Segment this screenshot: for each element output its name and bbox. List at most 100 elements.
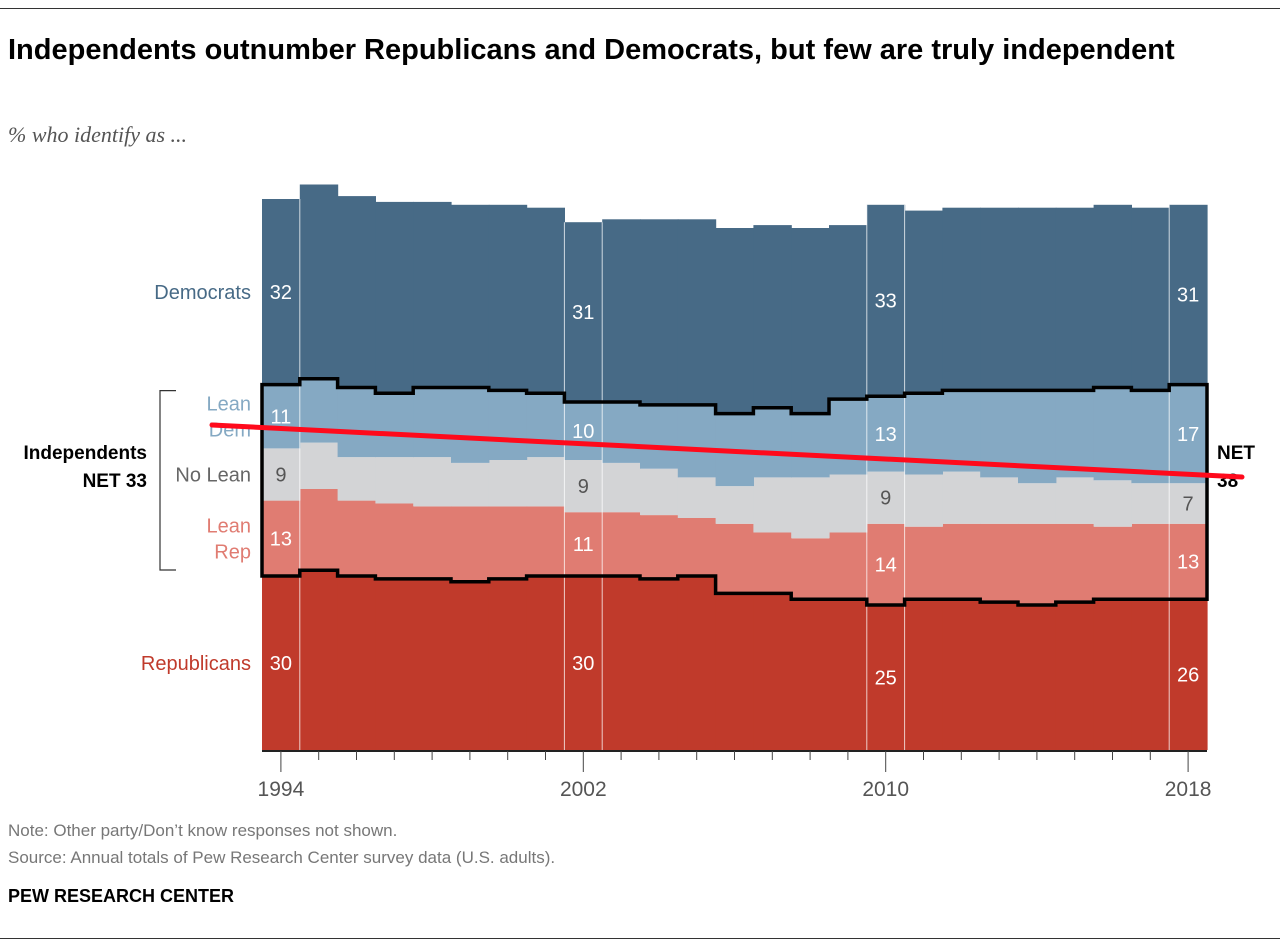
band-no-lean-1999 <box>451 462 490 507</box>
band-republicans-2006 <box>715 593 754 750</box>
value-label-democrats-2018: 31 <box>1177 285 1199 307</box>
value-label-lean-dem-1994: 11 <box>271 407 292 429</box>
chart-note: Note: Other party/Don’t know responses n… <box>8 821 398 840</box>
x-tick-label-1994: 1994 <box>258 778 305 801</box>
trend-line <box>209 422 1245 480</box>
band-democrats-2002 <box>564 222 603 402</box>
value-label-lean-rep-2010: 14 <box>875 554 897 576</box>
band-republicans-2005 <box>677 576 717 750</box>
band-lean-rep-2012 <box>942 523 981 600</box>
value-label-republicans-2018: 26 <box>1177 665 1199 687</box>
band-republicans-2008 <box>791 599 830 750</box>
band-lean-rep-2017 <box>1131 523 1170 600</box>
band-lean-rep-2001 <box>526 506 565 576</box>
band-lean-dem-2004 <box>640 404 679 469</box>
band-lean-rep-2013 <box>980 523 1019 603</box>
band-no-lean-2016 <box>1093 480 1132 527</box>
band-lean-rep-1999 <box>451 506 490 582</box>
band-lean-rep-2014 <box>1018 523 1057 605</box>
band-republicans-2002 <box>564 576 603 750</box>
band-lean-dem-2007 <box>753 407 792 478</box>
band-lean-rep-2004 <box>640 515 679 579</box>
band-lean-dem-2003 <box>602 402 641 463</box>
band-republicans-1995 <box>299 570 339 750</box>
band-democrats-2011 <box>904 210 943 394</box>
band-lean-rep-2003 <box>602 512 641 576</box>
band-republicans-2009 <box>829 599 868 750</box>
band-no-lean-1994 <box>262 448 301 501</box>
band-lean-rep-1996 <box>337 500 376 576</box>
band-no-lean-2012 <box>942 471 981 524</box>
band-lean-rep-2015 <box>1055 523 1095 603</box>
band-lean-dem-1996 <box>337 387 376 458</box>
band-democrats-2014 <box>1018 207 1057 391</box>
value-label-democrats-1994: 32 <box>270 282 292 304</box>
band-lean-dem-2005 <box>677 404 717 478</box>
band-lean-dem-2015 <box>1055 390 1095 478</box>
band-no-lean-2003 <box>602 462 641 513</box>
band-no-lean-2014 <box>1018 483 1057 524</box>
band-democrats-1999 <box>451 204 490 388</box>
band-no-lean-1995 <box>299 442 339 489</box>
stacked-area-chart: 1994 2002 2010 2018 30 30 25 26 13 11 14 13 9 9 9 7 11 1… <box>23 184 1255 801</box>
band-democrats-1994 <box>262 199 301 385</box>
band-label-lean-rep-1: Lean <box>207 515 252 537</box>
band-democrats-2017 <box>1131 207 1170 391</box>
x-tick-label-2002: 2002 <box>560 778 607 801</box>
value-label-republicans-2010: 25 <box>875 668 897 690</box>
value-label-republicans-2002: 30 <box>572 653 594 675</box>
independents-bracket <box>159 390 176 571</box>
band-democrats-2008 <box>791 228 830 414</box>
value-label-lean-rep-1994: 13 <box>270 528 292 550</box>
band-democrats-2004 <box>640 219 679 405</box>
value-label-lean-dem-2010: 13 <box>875 424 897 446</box>
value-label-no-lean-2002: 9 <box>578 476 589 498</box>
band-lean-rep-1998 <box>413 506 452 579</box>
band-lean-rep-1995 <box>299 489 339 571</box>
net-end-label-text: NET <box>1217 443 1255 464</box>
band-no-lean-2001 <box>526 457 565 507</box>
band-democrats-2016 <box>1093 204 1132 388</box>
value-label-no-lean-2010: 9 <box>880 488 891 510</box>
band-no-lean-2009 <box>829 474 868 533</box>
band-no-lean-2017 <box>1131 483 1170 524</box>
band-lean-rep-2011 <box>904 526 943 600</box>
band-republicans-2004 <box>640 578 679 750</box>
year-guide-lines <box>299 199 1170 750</box>
band-democrats-2005 <box>677 219 717 405</box>
band-lean-dem-2017 <box>1131 390 1170 484</box>
chart-source: Source: Annual totals of Pew Research Ce… <box>8 848 556 867</box>
chart-subtitle: % who identify as ... <box>8 122 188 147</box>
band-lean-dem-2016 <box>1093 387 1132 481</box>
band-lean-rep-2018 <box>1169 523 1208 600</box>
band-no-lean-2015 <box>1055 477 1095 524</box>
band-lean-rep-1997 <box>375 503 414 579</box>
value-label-no-lean-1994: 9 <box>275 465 286 487</box>
independents-outline-path <box>260 377 1209 607</box>
value-label-democrats-2002: 31 <box>572 302 594 324</box>
band-lean-rep-2016 <box>1093 526 1132 600</box>
band-republicans-1999 <box>451 581 490 750</box>
band-republicans-2014 <box>1018 605 1057 750</box>
band-no-lean-1997 <box>375 457 414 504</box>
band-democrats-2001 <box>526 207 565 394</box>
band-no-lean-2006 <box>715 486 754 524</box>
band-republicans-2015 <box>1055 602 1095 750</box>
data-labels: 30 30 25 26 13 11 14 13 9 9 9 7 11 10 13 17 32 31 33 31 <box>270 282 1199 690</box>
band-lean-rep-2009 <box>829 532 868 600</box>
band-lean-dem-1998 <box>413 387 452 458</box>
band-democrats-2018 <box>1169 204 1208 385</box>
band-republicans-2016 <box>1093 599 1132 750</box>
band-lean-dem-2012 <box>942 390 981 472</box>
chart-title: Independents outnumber Republicans and D… <box>8 34 1175 66</box>
band-no-lean-2002 <box>564 460 603 513</box>
band-democrats-2010 <box>866 204 906 397</box>
band-democrats-2003 <box>602 219 641 402</box>
band-lean-dem-2008 <box>791 413 830 478</box>
band-lean-dem-2009 <box>829 399 868 475</box>
band-democrats-2015 <box>1055 207 1095 391</box>
band-republicans-2000 <box>488 578 528 750</box>
independents-outline <box>260 377 1209 607</box>
band-democrats-2009 <box>829 225 868 400</box>
